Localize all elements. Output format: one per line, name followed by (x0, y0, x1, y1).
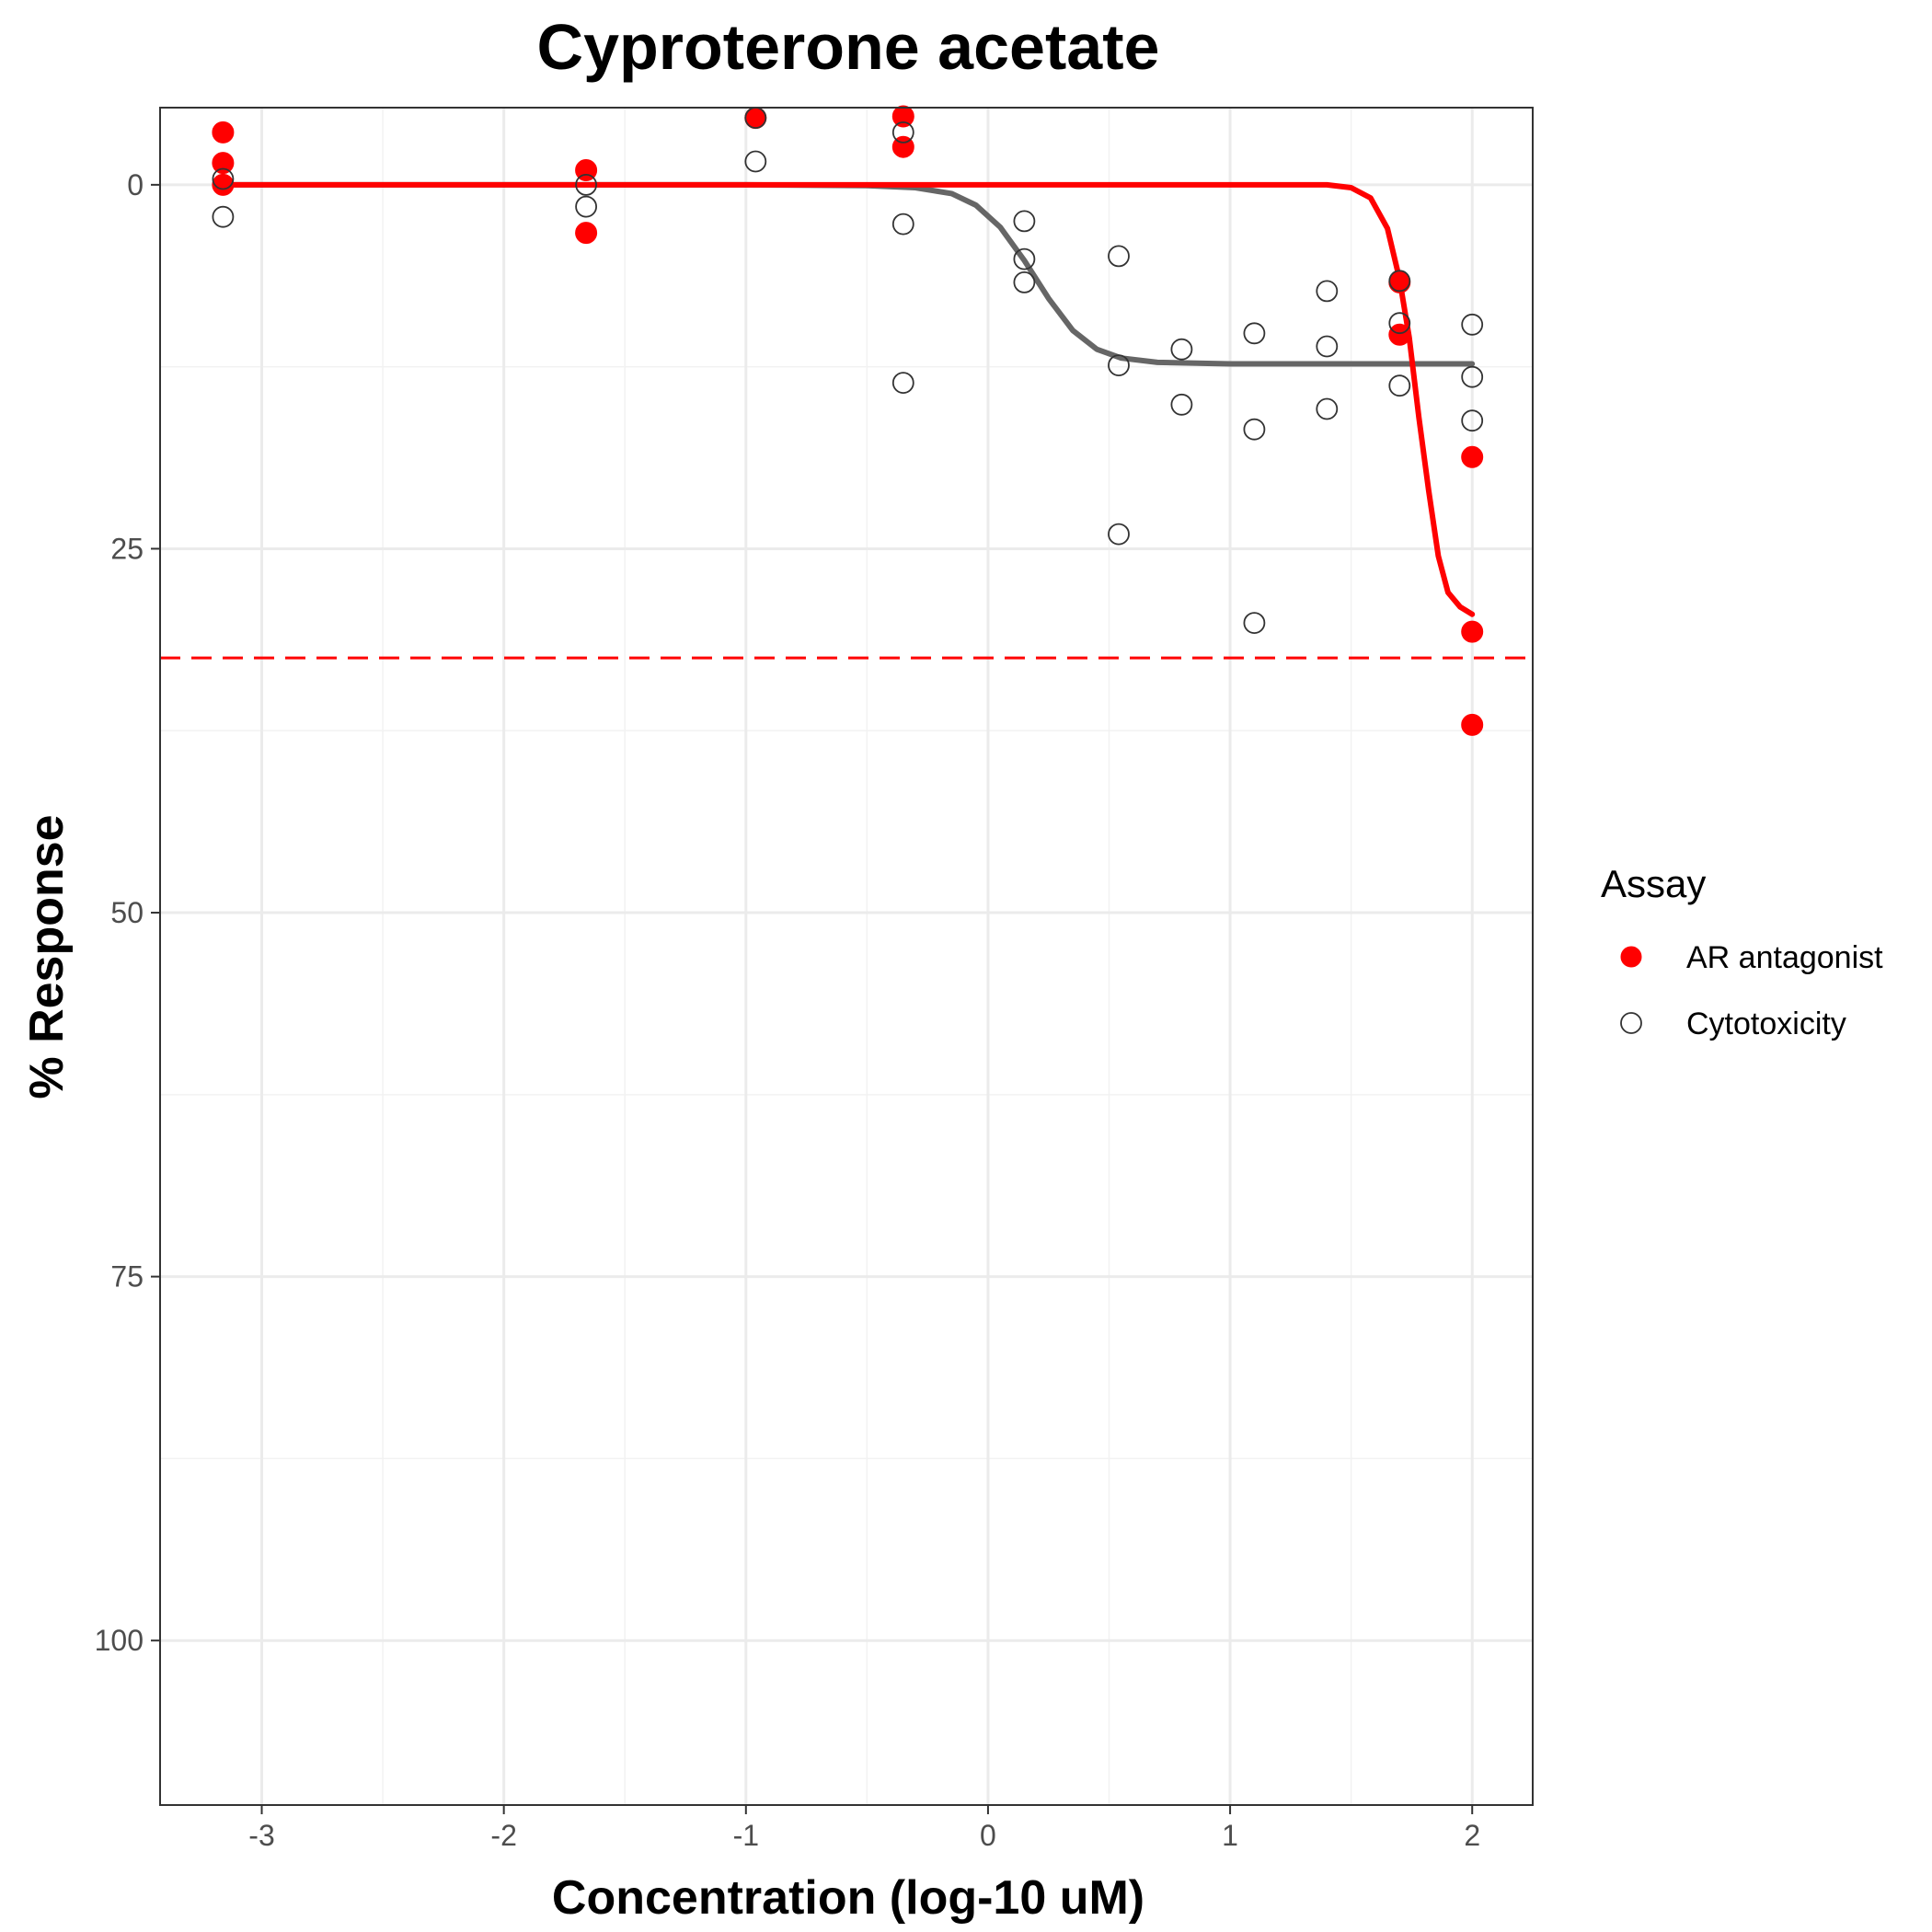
data-point-ar-antagonist (1461, 445, 1484, 468)
data-point-cytotoxicity (744, 150, 767, 173)
data-point-ar-antagonist (212, 121, 235, 144)
fit-curve-ar-antagonist (220, 181, 1476, 617)
data-point-cytotoxicity (1388, 270, 1411, 293)
y-axis-title: % Response (20, 814, 74, 1098)
legend-label: Cytotoxicity (1686, 1006, 1846, 1041)
data-point-cytotoxicity (1243, 418, 1266, 441)
data-point-cytotoxicity (212, 167, 235, 190)
legend-label: AR antagonist (1686, 940, 1883, 975)
x-axis-ticks: -3 -2 -1 0 1 2 (248, 1805, 1480, 1852)
data-point-cytotoxicity (891, 372, 914, 395)
data-point-cytotoxicity (1170, 338, 1193, 361)
legend: Assay AR antagonist Cytotoxicity (1601, 862, 1883, 1041)
data-points (212, 105, 1484, 736)
y-tick-label: 50 (110, 896, 144, 929)
data-point-cytotoxicity (1170, 393, 1193, 416)
legend-key-cytotoxicity (1620, 1012, 1642, 1034)
y-tick-label: 75 (110, 1260, 144, 1294)
data-point-cytotoxicity (1461, 313, 1484, 336)
x-tick-label: -3 (248, 1819, 274, 1852)
chart-title: Cyproterone acetate (537, 11, 1160, 83)
data-point-cytotoxicity (1013, 270, 1036, 293)
x-tick-label: -1 (733, 1819, 759, 1852)
data-point-cytotoxicity (1461, 409, 1484, 432)
data-point-cytotoxicity (891, 121, 914, 144)
data-point-ar-antagonist (891, 105, 914, 128)
grid-minor (160, 108, 1533, 1805)
data-point-cytotoxicity (1108, 354, 1130, 377)
data-point-ar-antagonist (212, 152, 235, 175)
data-point-cytotoxicity (1243, 612, 1266, 634)
legend-key-ar-antagonist (1620, 946, 1642, 968)
plot-panel-border (159, 107, 1534, 1806)
x-tick-label: 0 (980, 1819, 996, 1852)
data-point-cytotoxicity (1316, 335, 1339, 358)
legend-items: AR antagonist Cytotoxicity (1620, 940, 1883, 1041)
fit-curves (220, 181, 1476, 617)
data-point-cytotoxicity (212, 205, 235, 228)
data-point-cytotoxicity (1108, 245, 1130, 268)
data-point-cytotoxicity (1316, 280, 1339, 303)
data-point-cytotoxicity (1388, 312, 1411, 335)
y-tick-label: 0 (127, 168, 144, 201)
data-point-cytotoxicity (1461, 365, 1484, 388)
y-tick-label: 100 (95, 1624, 144, 1657)
x-axis-title: Concentration (log-10 uM) (552, 1871, 1144, 1925)
data-point-cytotoxicity (1316, 397, 1339, 420)
data-point-ar-antagonist (1388, 270, 1411, 293)
x-tick-label: 2 (1464, 1819, 1480, 1852)
data-point-cytotoxicity (575, 173, 597, 196)
data-point-cytotoxicity (1013, 247, 1036, 270)
x-tick-label: 1 (1222, 1819, 1238, 1852)
data-point-cytotoxicity (1388, 374, 1411, 397)
y-axis-ticks: 0 25 50 75 100 (95, 168, 160, 1657)
x-tick-label: -2 (490, 1819, 516, 1852)
data-point-cytotoxicity (891, 213, 914, 236)
data-point-ar-antagonist (1388, 323, 1411, 346)
data-point-ar-antagonist (1461, 713, 1484, 736)
data-point-ar-antagonist (212, 173, 235, 196)
data-point-cytotoxicity (1108, 523, 1130, 546)
data-point-cytotoxicity (575, 195, 597, 218)
data-point-ar-antagonist (575, 222, 598, 245)
data-point-cytotoxicity (1013, 210, 1036, 233)
data-point-ar-antagonist (1461, 620, 1484, 643)
data-point-cytotoxicity (1243, 322, 1266, 345)
grid-major (160, 108, 1533, 1805)
legend-title: Assay (1601, 862, 1706, 905)
y-tick-label: 25 (110, 532, 144, 565)
